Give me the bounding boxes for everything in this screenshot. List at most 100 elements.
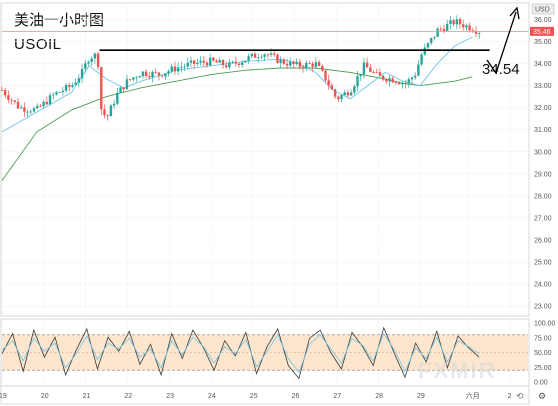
symbol-label: USOIL (14, 36, 62, 53)
candle-body (205, 62, 209, 66)
candle-body (321, 66, 324, 71)
candle-body (394, 82, 398, 84)
candle-body (279, 59, 282, 63)
candle-body (442, 28, 446, 31)
candle-body (247, 56, 250, 61)
candle-body (327, 80, 330, 86)
candle-body (314, 62, 318, 67)
y-tick-label: 23.00 (534, 304, 552, 311)
candle-body (128, 79, 132, 81)
candle-body (16, 101, 20, 109)
x-axis-ticks: 19 20 21 22 23 24 25 26 27 28 29 六月 2 (0, 391, 512, 400)
candle-body (39, 105, 42, 107)
candle-body (311, 63, 314, 67)
candle-body (10, 99, 13, 101)
candle-body (452, 20, 455, 25)
candle-body (305, 62, 308, 69)
candle-body (381, 75, 385, 80)
candle-body (429, 37, 433, 44)
candle-body (468, 25, 471, 31)
candle-body (164, 73, 167, 77)
candle-body (292, 61, 295, 64)
candle-body (273, 53, 276, 55)
candle-body (228, 62, 231, 68)
candle-body (260, 56, 263, 58)
candle-body (301, 66, 305, 69)
candle-body (170, 66, 173, 72)
candle-body (474, 31, 478, 34)
resistance-label: 34.54 (482, 61, 520, 78)
candle-body (52, 94, 55, 96)
candle-body (353, 86, 356, 93)
candle-body (369, 67, 372, 73)
candle-body (68, 84, 71, 87)
candle-body (90, 58, 93, 62)
settings-icon[interactable]: ⚙ (538, 391, 546, 401)
candle-body (20, 107, 23, 109)
candle-body (250, 53, 254, 57)
candle-body (397, 82, 401, 85)
candle-body (298, 61, 302, 67)
candle-body (462, 24, 465, 28)
candle-body (257, 57, 260, 59)
candle-body (426, 43, 430, 48)
candle-body (106, 115, 109, 117)
candle-body (241, 62, 244, 65)
candle-body (122, 87, 125, 90)
candle-body (225, 65, 228, 68)
x-tick-label: 26 (292, 393, 300, 400)
price-panel-frame (0, 2, 530, 317)
candle-body (196, 62, 199, 64)
osc-tick-label: 100.00 (534, 321, 556, 328)
candle-body (455, 19, 459, 25)
axis-bottom-frame (0, 385, 530, 405)
candle-body (337, 96, 340, 100)
candle-body (58, 92, 61, 93)
candle-body (439, 28, 442, 30)
x-tick-label: 19 (0, 393, 7, 400)
candle-body (218, 60, 221, 63)
candle-body (148, 76, 151, 78)
candle-body (410, 77, 414, 80)
candle-body (0, 90, 4, 91)
candle-body (423, 47, 426, 55)
candle-body (407, 79, 410, 84)
oscillator-d-line (1, 332, 480, 374)
candle-body (349, 92, 353, 96)
candle-body (202, 60, 205, 63)
candle-body (151, 71, 154, 78)
candle-body (276, 54, 279, 63)
candle-body (135, 77, 138, 79)
candle-body (365, 62, 369, 68)
candle-body (449, 20, 452, 24)
candle-body (417, 64, 420, 76)
x-tick-label: 29 (417, 393, 425, 400)
osc-tick-label: 75.00 (534, 335, 552, 342)
osc-tick-label: 50.00 (534, 350, 552, 357)
osc-tick-label: 25.00 (534, 365, 552, 372)
candle-body (186, 62, 189, 67)
candle-body (157, 72, 161, 76)
candle-body (71, 84, 74, 87)
candle-body (324, 70, 327, 81)
y-tick-label: 36.00 (534, 17, 552, 24)
price-y-ticks: 36.00 35.00 34.00 33.00 32.00 31.00 30.00 29.00… (534, 17, 552, 311)
candle-body (237, 63, 241, 65)
log-toggle-icon[interactable]: ⟲ (516, 391, 524, 401)
candles (0, 15, 481, 121)
currency-box (531, 3, 555, 15)
candle-body (45, 101, 49, 105)
candle-body (144, 71, 148, 77)
ma-fast-line (1, 36, 473, 133)
y-tick-label: 32.00 (534, 105, 552, 112)
x-tick-label: 22 (124, 393, 132, 400)
candle-body (391, 78, 394, 83)
candle-body (109, 105, 113, 117)
candle-body (48, 95, 52, 105)
y-tick-label: 30.00 (534, 149, 552, 156)
candle-body (212, 57, 215, 61)
candle-body (269, 53, 273, 55)
last-price-label: 35.46 (533, 29, 551, 36)
candle-body (138, 76, 141, 78)
y-tick-label: 33.00 (534, 83, 552, 90)
